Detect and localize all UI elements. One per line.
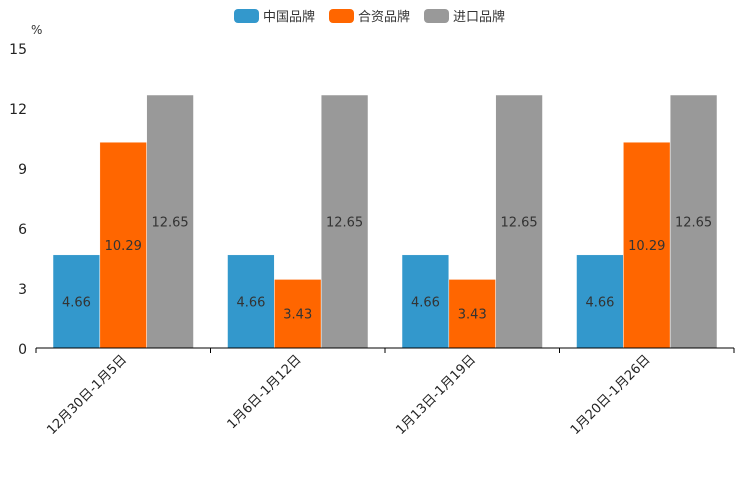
bar-value-label: 12.65	[500, 216, 537, 231]
x-tick-label: 1月20日-1月26日	[568, 352, 654, 438]
bar-value-label: 3.43	[458, 308, 487, 323]
bar-value-label: 4.66	[411, 295, 440, 310]
bar	[52, 254, 101, 349]
y-tick-label: 3	[18, 282, 27, 298]
y-tick-label: 0	[18, 342, 27, 358]
bar	[146, 94, 194, 349]
bar	[227, 254, 275, 349]
x-tick-label: 12月30日-1月5日	[44, 352, 130, 438]
bar	[99, 141, 147, 349]
y-tick-label: 9	[18, 162, 27, 178]
bar	[320, 94, 369, 349]
y-axis-unit: %	[31, 23, 42, 37]
bar	[274, 279, 322, 349]
y-tick-label: 6	[18, 222, 27, 238]
legend-swatch	[329, 9, 354, 23]
legend-label[interactable]: 合资品牌	[358, 9, 410, 25]
legend-swatch	[424, 9, 449, 23]
x-tick-label: 1月13日-1月19日	[393, 352, 479, 438]
y-tick-label: 12	[9, 102, 27, 118]
bar-value-label: 4.66	[236, 295, 265, 310]
bar-value-label: 10.29	[105, 239, 142, 254]
bar-value-label: 12.65	[326, 216, 363, 231]
bar	[576, 254, 624, 349]
bar-value-label: 10.29	[628, 239, 665, 254]
x-tick-label: 1月6日-1月12日	[225, 352, 305, 432]
bar	[669, 94, 718, 349]
legend-swatch	[234, 9, 259, 23]
bar-value-label: 4.66	[585, 295, 614, 310]
bar-value-label: 12.65	[151, 216, 188, 231]
y-tick-label: 15	[9, 42, 27, 58]
bar-value-label: 4.66	[62, 295, 91, 310]
bar	[448, 279, 496, 349]
legend-label[interactable]: 进口品牌	[453, 9, 505, 25]
bar-value-label: 3.43	[283, 308, 312, 323]
legend-label[interactable]: 中国品牌	[263, 9, 315, 25]
bar-value-label: 12.65	[675, 216, 712, 231]
